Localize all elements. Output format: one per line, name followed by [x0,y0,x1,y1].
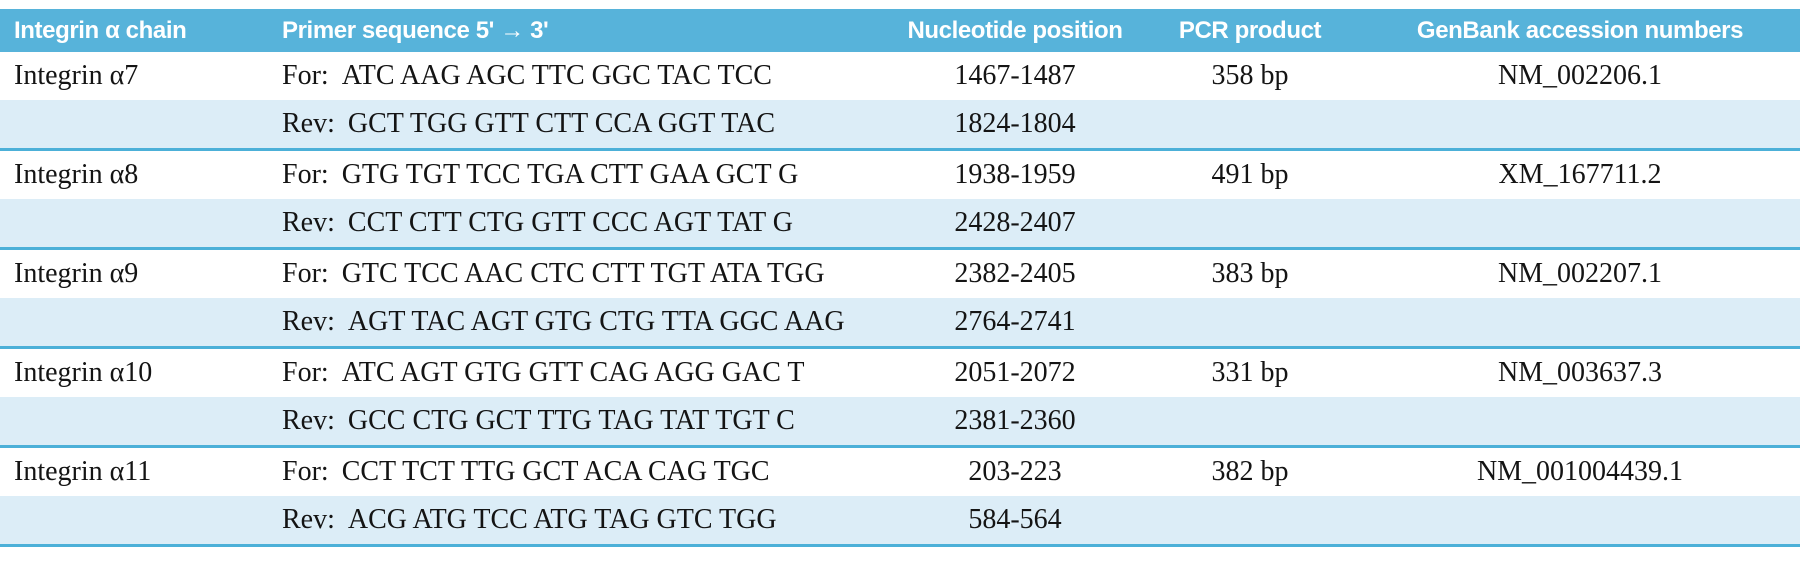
primer-cell: For: ATC AAG AGC TTC GGC TAC TCC [270,52,890,100]
table-row: Integrin α7 For: ATC AAG AGC TTC GGC TAC … [0,52,1800,100]
primer-direction-label: Rev: [282,207,335,238]
accession-cell: XM_167711.2 [1498,159,1662,190]
column-header-genbank-accession: GenBank accession numbers [1360,9,1800,52]
primer-sequence: AGT TAC AGT GTG CTG TTA GGC AAG [347,306,845,337]
primer-direction-label: For: [282,258,329,289]
nucleotide-position-cell: 1467-1487 [954,60,1076,91]
chain-cell [0,100,270,151]
primer-sequence: ATC AAG AGC TTC GGC TAC TCC [341,60,772,91]
primer-sequence: ACG ATG TCC ATG TAG GTC TGG [347,504,777,535]
header-row: Integrin α chain Primer sequence 5' → 3'… [0,9,1800,52]
primer-direction-label: For: [282,456,329,487]
pcr-product-cell: 491 bp [1211,159,1289,190]
table-row: Rev: ACG ATG TCC ATG TAG GTC TGG 584-564 [0,496,1800,547]
accession-cell [1360,496,1800,547]
primer-sequence: GCC CTG GCT TTG TAG TAT TGT C [347,405,795,436]
primer-sequence: CCT CTT CTG GTT CCC AGT TAT G [347,207,793,238]
accession-cell: NM_001004439.1 [1476,456,1684,487]
primer-sequence: GCT TGG GTT CTT CCA GGT TAC [347,108,776,139]
table-row: Rev: GCC CTG GCT TTG TAG TAT TGT C 2381-2… [0,397,1800,448]
pcr-product-cell [1140,496,1360,547]
primer-cell: For: GTG TGT TCC TGA CTT GAA GCT G [270,150,890,200]
chain-cell: Integrin α11 [14,456,152,487]
table-row: Integrin α11 For: CCT TCT TTG GCT ACA CAG… [0,447,1800,497]
primer-cell: Rev: AGT TAC AGT GTG CTG TTA GGC AAG [270,298,890,349]
accession-cell [1360,100,1800,151]
accession-cell: NM_003637.3 [1497,357,1663,388]
primer-direction-label: Rev: [282,405,335,436]
pcr-product-cell [1140,298,1360,349]
accession-cell [1360,397,1800,448]
primer-direction-label: Rev: [282,108,335,139]
nucleotide-position-cell: 2764-2741 [890,298,1140,349]
chain-cell: Integrin α10 [14,357,153,388]
chain-cell: Integrin α9 [14,258,139,289]
nucleotide-position-cell: 1938-1959 [954,159,1076,190]
table-row: Integrin α9 For: GTC TCC AAC CTC CTT TGT … [0,249,1800,299]
nucleotide-position-cell: 2428-2407 [890,199,1140,250]
primer-sequence: ATC AGT GTG GTT CAG AGG GAC T [341,357,805,388]
primer-sequence: GTG TGT TCC TGA CTT GAA GCT G [341,159,799,190]
nucleotide-position-cell: 2051-2072 [954,357,1076,388]
primer-direction-label: Rev: [282,306,335,337]
chain-cell [0,397,270,448]
table-header: Integrin α chain Primer sequence 5' → 3'… [0,9,1800,52]
primer-sequence: CCT TCT TTG GCT ACA CAG TGC [341,456,770,487]
accession-cell [1360,199,1800,250]
pcr-product-cell: 383 bp [1211,258,1289,289]
primer-direction-label: For: [282,357,329,388]
column-header-pcr-product: PCR product [1140,9,1360,52]
table-row: Rev: AGT TAC AGT GTG CTG TTA GGC AAG 2764… [0,298,1800,349]
nucleotide-position-cell: 2382-2405 [954,258,1076,289]
primer-cell: Rev: ACG ATG TCC ATG TAG GTC TGG [270,496,890,547]
primer-direction-label: Rev: [282,504,335,535]
nucleotide-position-cell: 203-223 [968,456,1062,487]
accession-cell: NM_002206.1 [1497,60,1663,91]
primer-cell: Rev: GCT TGG GTT CTT CCA GGT TAC [270,100,890,151]
primer-cell: For: GTC TCC AAC CTC CTT TGT ATA TGG [270,249,890,299]
column-header-integrin-chain: Integrin α chain [0,9,270,52]
chain-cell [0,298,270,349]
table-row: Rev: CCT CTT CTG GTT CCC AGT TAT G 2428-2… [0,199,1800,250]
primer-sequence: GTC TCC AAC CTC CTT TGT ATA TGG [341,258,825,289]
pcr-product-cell [1140,199,1360,250]
nucleotide-position-cell: 2381-2360 [890,397,1140,448]
pcr-product-cell: 358 bp [1211,60,1289,91]
pcr-product-cell [1140,100,1360,151]
pcr-primer-table: Integrin α chain Primer sequence 5' → 3'… [0,9,1800,547]
primer-cell: Rev: GCC CTG GCT TTG TAG TAT TGT C [270,397,890,448]
chain-cell: Integrin α7 [14,60,139,91]
accession-cell: NM_002207.1 [1497,258,1663,289]
accession-cell [1360,298,1800,349]
pcr-product-cell: 382 bp [1211,456,1289,487]
table-row: Integrin α10 For: ATC AGT GTG GTT CAG AGG… [0,348,1800,398]
pcr-product-cell: 331 bp [1211,357,1289,388]
primer-direction-label: For: [282,159,329,190]
primer-cell: For: ATC AGT GTG GTT CAG AGG GAC T [270,348,890,398]
primer-cell: Rev: CCT CTT CTG GTT CCC AGT TAT G [270,199,890,250]
chain-cell [0,496,270,547]
table-row: Integrin α8 For: GTG TGT TCC TGA CTT GAA … [0,150,1800,200]
column-header-primer-sequence: Primer sequence 5' → 3' [270,9,890,52]
primer-cell: For: CCT TCT TTG GCT ACA CAG TGC [270,447,890,497]
nucleotide-position-cell: 584-564 [890,496,1140,547]
chain-cell [0,199,270,250]
pcr-product-cell [1140,397,1360,448]
column-header-nucleotide-position: Nucleotide position [890,9,1140,52]
chain-cell: Integrin α8 [14,159,139,190]
nucleotide-position-cell: 1824-1804 [890,100,1140,151]
primer-direction-label: For: [282,60,329,91]
table-row: Rev: GCT TGG GTT CTT CCA GGT TAC 1824-180… [0,100,1800,151]
